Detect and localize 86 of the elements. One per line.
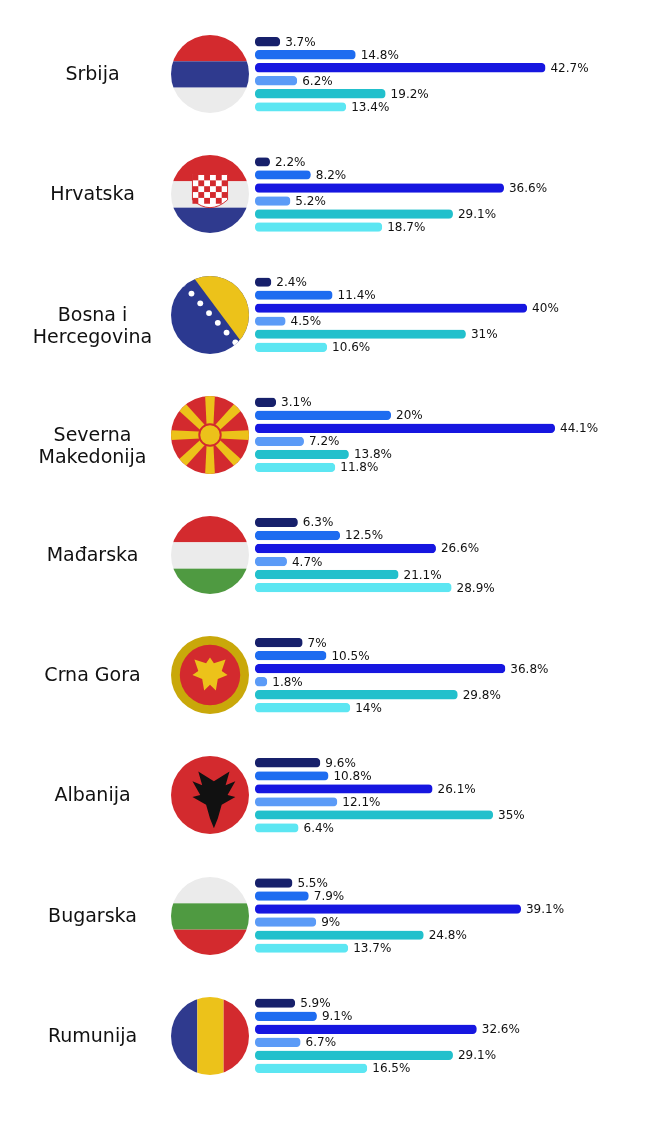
data-label: 13.8% <box>353 447 392 462</box>
y-tick-label: Srbija <box>65 62 120 85</box>
bar <box>255 690 458 700</box>
y-tick-label: Mađarska <box>46 543 139 565</box>
data-label: 2.4% <box>276 275 307 290</box>
data-label: 29.8% <box>462 687 501 702</box>
data-label: 14% <box>355 700 382 715</box>
data-label: 29.1% <box>457 207 497 221</box>
data-label: 7.2% <box>308 434 340 449</box>
bar <box>255 462 336 473</box>
data-label: 40% <box>532 301 559 316</box>
data-label: 13.7% <box>353 941 392 956</box>
data-label: 19.2% <box>390 86 429 101</box>
bar <box>255 543 436 554</box>
data-label: 26.6% <box>440 541 480 556</box>
data-label: 39.1% <box>525 902 565 917</box>
data-label: 3.7% <box>285 34 316 49</box>
bar <box>255 50 356 60</box>
data-label: 26.1% <box>437 781 476 796</box>
bar <box>255 449 349 460</box>
bar <box>255 63 546 73</box>
data-label: 35% <box>498 807 525 822</box>
data-label: 11.8% <box>340 460 379 475</box>
bar <box>255 1011 317 1021</box>
data-label: 16.5% <box>372 1061 411 1076</box>
data-label: 13.4% <box>351 99 390 114</box>
data-label: 20% <box>396 408 423 423</box>
bar <box>255 1024 477 1034</box>
bar <box>255 423 555 433</box>
data-label: 4.5% <box>290 314 322 329</box>
data-label: 6.3% <box>302 515 334 530</box>
y-tick-label: Bugarska <box>48 903 137 926</box>
data-label: 31% <box>470 327 498 342</box>
data-label: 2.2% <box>274 154 306 169</box>
data-label: 21.1% <box>403 567 442 582</box>
data-label: 24.8% <box>428 928 467 943</box>
y-tick-label: Bosna i Hercegovina <box>32 302 153 347</box>
data-label: 36.8% <box>510 661 549 676</box>
y-tick-label: Severna Makedonija <box>38 422 147 467</box>
data-label: 9.6% <box>325 755 356 770</box>
bar <box>255 1037 301 1047</box>
data-label: 9% <box>321 915 341 930</box>
bar <box>255 582 452 593</box>
data-label: 18.7% <box>387 220 426 235</box>
data-label: 6.4% <box>303 820 335 835</box>
data-label: 5.9% <box>300 996 331 1011</box>
data-label: 12.1% <box>342 794 381 809</box>
bar <box>255 530 341 541</box>
data-label: 8.2% <box>315 167 347 182</box>
data-label: 10.5% <box>331 648 370 663</box>
bar <box>255 703 351 713</box>
data-label: 7.9% <box>313 889 345 903</box>
data-label: 10.8% <box>333 768 372 783</box>
data-label: 9.1% <box>321 1009 353 1024</box>
data-label: 10.6% <box>332 340 371 355</box>
data-label: 28.9% <box>456 580 495 595</box>
y-tick-label: Crna Gora <box>44 663 141 686</box>
data-label: 1.8% <box>272 674 303 689</box>
bar <box>255 637 303 648</box>
data-label: 44.1% <box>560 421 599 436</box>
bar <box>255 569 399 580</box>
y-tick-label: Rumunija <box>47 1023 138 1046</box>
data-label: 6.2% <box>302 73 333 88</box>
data-label: 14.8% <box>360 47 399 62</box>
data-label: 29.1% <box>457 1048 497 1063</box>
data-label: 12.5% <box>345 528 384 543</box>
data-label: 5.2% <box>295 193 326 208</box>
bar <box>255 1050 453 1060</box>
data-label: 6.7% <box>305 1035 337 1050</box>
bar <box>255 758 321 768</box>
data-label: 11.4% <box>337 288 376 303</box>
data-label: 36.6% <box>508 180 548 195</box>
data-label: 5.5% <box>297 875 328 890</box>
data-label: 4.7% <box>291 554 323 569</box>
bar <box>255 663 506 674</box>
bar <box>255 342 328 352</box>
data-label: 42.7% <box>550 60 589 75</box>
bar <box>255 410 392 420</box>
bar <box>255 1063 368 1073</box>
bar <box>255 650 327 661</box>
data-label: 32.6% <box>481 1022 520 1037</box>
y-tick-label: Hrvatska <box>50 182 135 205</box>
data-label: 3.1% <box>281 395 312 410</box>
y-tick-label: Albanija <box>54 783 131 806</box>
bar <box>255 89 386 99</box>
data-label: 7% <box>307 635 327 650</box>
